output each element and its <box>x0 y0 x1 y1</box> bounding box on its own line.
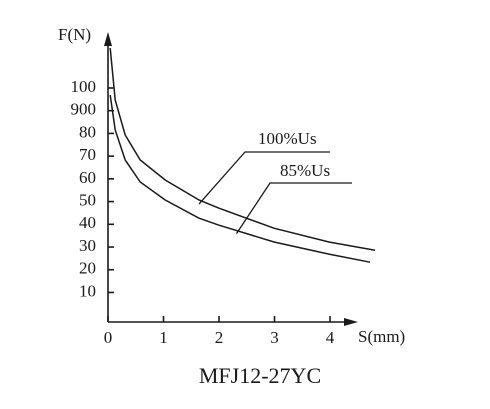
x-axis-label: S(mm) <box>358 327 405 346</box>
y-tick-label: 20 <box>79 259 96 278</box>
leader-line <box>198 151 330 205</box>
y-tick-label: 30 <box>79 236 96 255</box>
chart-title: MFJ12-27YC <box>199 363 321 388</box>
series-label: 100%Us <box>258 129 317 148</box>
series-label: 85%Us <box>280 161 330 180</box>
y-tick-label: 60 <box>79 168 96 187</box>
x-tick-label: 3 <box>270 328 279 347</box>
x-axis-arrow <box>344 318 358 326</box>
x-tick-label: 4 <box>326 328 335 347</box>
x-tick-label: 2 <box>215 328 224 347</box>
curve <box>109 94 371 263</box>
y-axis-label: F(N) <box>58 25 91 44</box>
y-tick-label: 10 <box>79 281 96 300</box>
y-tick-label: 900 <box>71 100 97 119</box>
y-tick-label: 40 <box>79 213 96 232</box>
y-tick-label: 80 <box>79 122 96 141</box>
x-tick-label: 0 <box>104 328 113 347</box>
leader-line <box>235 182 352 234</box>
y-tick-label: 100 <box>71 77 97 96</box>
curve <box>109 47 376 251</box>
y-tick-label: 50 <box>79 190 96 209</box>
x-tick-label: 1 <box>159 328 168 347</box>
y-axis-arrow <box>104 32 112 46</box>
y-tick-label: 70 <box>79 145 96 164</box>
